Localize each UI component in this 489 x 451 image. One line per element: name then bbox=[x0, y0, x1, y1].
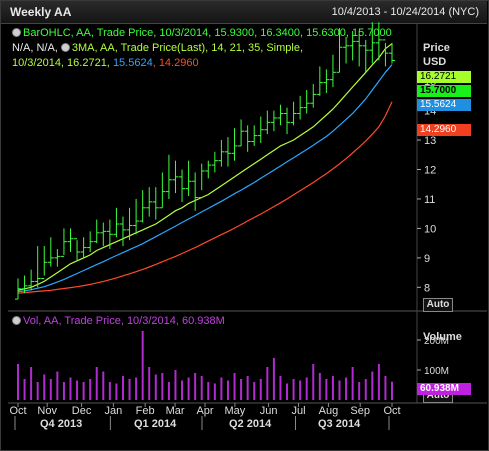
ma35-value: , 14.2960 bbox=[152, 57, 199, 69]
ma-values-legend: 10/3/2014, 16.2721, 15.5624, 14.2960 bbox=[12, 56, 199, 71]
month-label: Apr bbox=[196, 405, 213, 417]
price-tick-label: 9 bbox=[424, 253, 430, 265]
volume-last-tag: 60.938M bbox=[417, 383, 471, 395]
quarter-label: Q4 2013 bbox=[40, 418, 83, 430]
ma-legend-text: 3MA, AA, Trade Price(Last), 14, 21, 35, … bbox=[71, 42, 304, 54]
price-axis-title: Price bbox=[423, 42, 450, 54]
ma35-price-tag: 14.2960 bbox=[417, 124, 471, 136]
ma21-value: 15.5624 bbox=[112, 57, 153, 69]
volume-tick-label: 200M bbox=[424, 336, 449, 347]
month-label: Aug bbox=[319, 405, 339, 417]
month-label: Jul bbox=[291, 405, 305, 417]
month-label: Dec bbox=[72, 405, 92, 417]
price-tick-label: 13 bbox=[424, 135, 436, 147]
title-bar: Weekly AA 10/4/2013 - 10/24/2014 (NYC) bbox=[1, 1, 487, 24]
volume-legend-text: Vol, AA, Trade Price, 10/3/2014, 60.938M bbox=[23, 315, 225, 327]
ma14-price-tag: 16.2721 bbox=[417, 71, 471, 83]
gear-icon[interactable] bbox=[12, 316, 21, 325]
month-label: May bbox=[225, 405, 246, 417]
month-label: Sep bbox=[350, 405, 370, 417]
ma-line-14 bbox=[17, 43, 393, 291]
quarter-label: Q1 2014 bbox=[134, 418, 177, 430]
gear-icon[interactable] bbox=[12, 28, 21, 37]
gear-icon[interactable] bbox=[60, 43, 70, 52]
ma-legend[interactable]: N/A, N/A, 3MA, AA, Trade Price(Last), 14… bbox=[12, 41, 303, 56]
price-tick-label: 8 bbox=[424, 282, 430, 294]
na-text: N/A, N/A, bbox=[12, 42, 61, 54]
month-label: Nov bbox=[37, 405, 57, 417]
volume-tick-label: 100M bbox=[424, 366, 449, 377]
volume-legend[interactable]: Vol, AA, Trade Price, 10/3/2014, 60.938M bbox=[12, 314, 225, 329]
month-label: Jun bbox=[260, 405, 278, 417]
ma14-value: 10/3/2014, 16.2721, bbox=[12, 57, 113, 69]
month-label: Mar bbox=[166, 405, 185, 417]
quarter-label: Q3 2014 bbox=[318, 418, 361, 430]
ma-line-35 bbox=[17, 101, 393, 294]
date-range: 10/4/2013 - 10/24/2014 (NYC) bbox=[331, 6, 479, 18]
price-tick-label: 12 bbox=[424, 165, 436, 177]
ma-line-21 bbox=[17, 64, 393, 293]
chart-title: Weekly AA bbox=[10, 5, 72, 19]
close-price-tag: 15.7000 bbox=[417, 85, 471, 97]
ma21-price-tag: 15.5624 bbox=[417, 99, 471, 111]
ohlc-legend-text: BarOHLC, AA, Trade Price, 10/3/2014, 15.… bbox=[23, 27, 392, 39]
ohlc-legend[interactable]: BarOHLC, AA, Trade Price, 10/3/2014, 15.… bbox=[12, 26, 392, 41]
price-auto-button[interactable]: Auto bbox=[423, 298, 453, 312]
month-label: Oct bbox=[9, 405, 26, 417]
month-label: Jan bbox=[104, 405, 122, 417]
month-label: Feb bbox=[136, 405, 155, 417]
month-label: Oct bbox=[383, 405, 400, 417]
price-tick-label: 11 bbox=[424, 194, 435, 206]
volume-axis-title: Volume bbox=[423, 331, 462, 343]
price-axis-unit: USD bbox=[423, 56, 447, 68]
quarter-label: Q2 2014 bbox=[229, 418, 272, 430]
price-tick-label: 10 bbox=[424, 223, 436, 235]
